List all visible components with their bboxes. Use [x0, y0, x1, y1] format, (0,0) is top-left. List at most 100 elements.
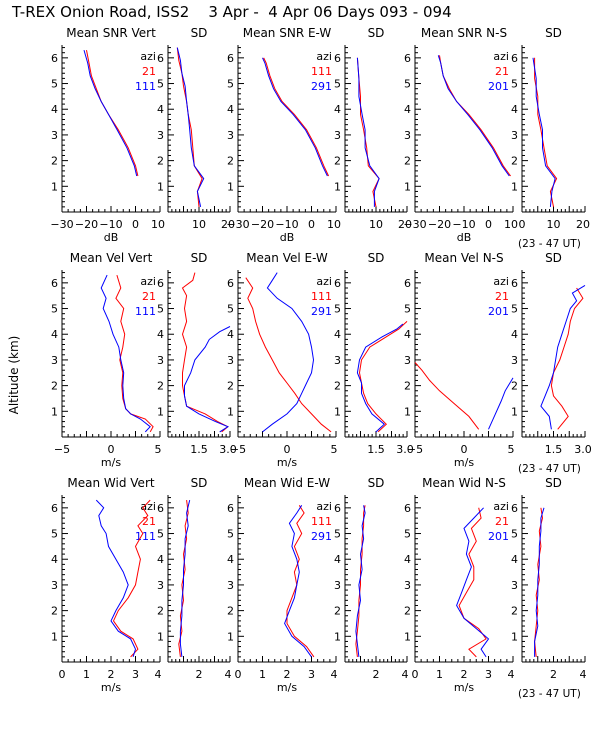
y-tick-label: 3: [51, 129, 58, 142]
x-tick-label: 3: [485, 668, 492, 681]
y-tick-label: 2: [511, 380, 518, 393]
series-line-201: [437, 55, 510, 177]
y-tick-label: 2: [227, 380, 234, 393]
legend-header: azi: [493, 50, 509, 63]
y-tick-label: 5: [157, 78, 164, 91]
y-tick-label: 2: [334, 605, 341, 618]
y-tick-label: 1: [227, 405, 234, 418]
x-tick-label: 0: [108, 443, 115, 456]
series-line-291: [262, 57, 328, 177]
y-tick-label: 5: [511, 528, 518, 541]
legend-header: azi: [493, 275, 509, 288]
panel-1-5: 1 2 3 4 5 6 1.5 3.0 SD: [511, 251, 592, 456]
y-tick-label: 4: [227, 553, 234, 566]
panel-0-2: 1 2 3 4 5 6 −30 −20 −10 0 10 dB Mean SNR E-W azi 111 29…: [226, 26, 341, 244]
x-tick-label: 2: [461, 668, 468, 681]
x-tick-label: −30: [226, 218, 249, 231]
y-tick-label: 4: [157, 328, 164, 341]
y-tick-label: 3: [227, 579, 234, 592]
panel-title: Mean Vel N-S: [424, 251, 503, 265]
y-tick-label: 5: [51, 78, 58, 91]
panel-title: SD: [191, 26, 208, 40]
x-tick-label: −10: [275, 218, 298, 231]
x-tick-label: 10: [369, 218, 383, 231]
y-tick-label: 4: [334, 103, 341, 116]
y-tick-label: 4: [511, 103, 518, 116]
legend-series-a: 111: [311, 290, 332, 303]
series-line-111: [356, 57, 380, 207]
y-tick-label: 4: [51, 328, 58, 341]
x-axis-label: m/s: [277, 681, 297, 694]
x-tick-label: 2: [284, 668, 291, 681]
x-tick-label: 1.5: [545, 443, 563, 456]
y-tick-label: 6: [51, 52, 58, 65]
x-tick-label: 20: [576, 218, 590, 231]
y-tick-label: 5: [227, 528, 234, 541]
panel-2-5: 1 2 3 4 5 6 2 4 SD: [511, 476, 587, 681]
y-tick-label: 3: [334, 354, 341, 367]
legend-header: azi: [493, 500, 509, 513]
panel-title: SD: [191, 251, 208, 265]
y-tick-label: 1: [404, 180, 411, 193]
y-tick-label: 2: [404, 605, 411, 618]
y-tick-label: 3: [157, 129, 164, 142]
series-line-21: [458, 507, 487, 658]
panel-title: Mean Vel Vert: [70, 251, 153, 265]
x-tick-label: −30: [50, 218, 73, 231]
series-line-111: [263, 57, 330, 177]
legend-series-b: 201: [488, 305, 509, 318]
y-tick-label: 5: [51, 528, 58, 541]
y-tick-label: 6: [404, 502, 411, 515]
series-line-111: [83, 49, 138, 177]
x-tick-label: 5: [508, 443, 515, 456]
legend-header: azi: [316, 50, 332, 63]
x-tick-label: −5: [230, 443, 246, 456]
series-line-201: [540, 284, 586, 430]
series-line-201: [534, 507, 545, 657]
x-tick-label: 2: [373, 668, 380, 681]
y-tick-label: 4: [157, 553, 164, 566]
y-tick-label: 1: [334, 630, 341, 643]
y-tick-label: 5: [157, 303, 164, 316]
x-tick-label: −20: [251, 218, 274, 231]
y-tick-label: 2: [51, 155, 58, 168]
y-tick-label: 3: [511, 354, 518, 367]
y-tick-label: 4: [404, 553, 411, 566]
series-line-111: [358, 321, 408, 433]
y-tick-label: 2: [51, 380, 58, 393]
x-tick-label: 10: [192, 218, 206, 231]
panel-title: Mean SNR Vert: [66, 26, 156, 40]
x-tick-label: −10: [452, 218, 475, 231]
panel-title: SD: [368, 26, 385, 40]
panel-title: SD: [545, 476, 562, 490]
y-tick-label: 6: [227, 277, 234, 290]
legend-series-a: 111: [311, 65, 332, 78]
series-line-111: [184, 326, 231, 433]
y-tick-label: 5: [334, 78, 341, 91]
x-tick-label: 4: [580, 668, 587, 681]
x-tick-label: −30: [403, 218, 426, 231]
x-tick-label: 4: [331, 668, 338, 681]
y-tick-label: 5: [511, 303, 518, 316]
x-tick-label: 10: [547, 218, 561, 231]
x-axis-label: m/s: [101, 681, 121, 694]
y-tick-label: 3: [511, 129, 518, 142]
y-tick-label: 3: [227, 354, 234, 367]
panel-0-5: 1 2 3 4 5 6 0 10 20 SD: [511, 26, 590, 231]
panel-1-1: 1 2 3 4 5 6 1.5 3.0 SD: [157, 251, 237, 456]
y-tick-label: 2: [511, 155, 518, 168]
y-tick-label: 1: [227, 180, 234, 193]
series-line-21: [112, 499, 151, 658]
legend-header: azi: [140, 275, 156, 288]
y-tick-label: 4: [227, 103, 234, 116]
x-axis-label: m/s: [454, 681, 474, 694]
series-line-291: [356, 57, 380, 207]
x-tick-label: 0: [412, 668, 419, 681]
x-tick-label: 1: [436, 668, 443, 681]
y-tick-label: 6: [51, 277, 58, 290]
x-tick-label: 2: [108, 668, 115, 681]
series-line-111: [95, 499, 137, 658]
y-tick-label: 6: [511, 52, 518, 65]
